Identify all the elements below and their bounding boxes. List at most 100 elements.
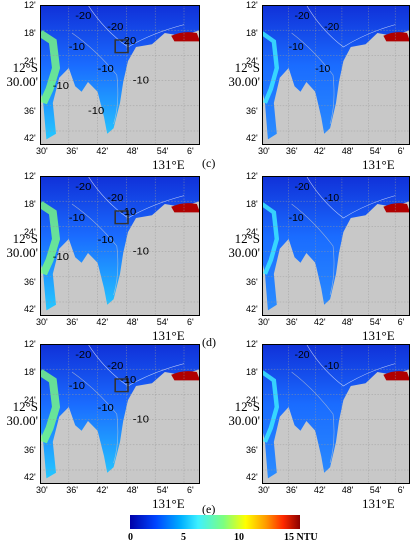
contour-label: -20 bbox=[295, 11, 310, 22]
lat-tick-label: 42' bbox=[24, 304, 36, 314]
contour-label: -10 bbox=[53, 252, 69, 263]
contour-label: -10 bbox=[133, 414, 149, 425]
map-canvas: -20 -20 -10 -10 -10 -10 -10 bbox=[40, 176, 200, 316]
colorbar-max-label: 15 NTU bbox=[284, 532, 318, 543]
map-frame bbox=[40, 344, 200, 484]
lon-label: 131°E bbox=[362, 328, 395, 343]
lat-axis-label: 12°S 30.00' bbox=[0, 400, 38, 428]
contour-label: -20 bbox=[107, 193, 123, 204]
coastal-turbidity bbox=[262, 202, 280, 275]
panel-label-d: (d) bbox=[202, 335, 216, 349]
lat-tick-label: 30.00' bbox=[228, 74, 260, 89]
lat-tick-label: 42' bbox=[246, 304, 258, 314]
contour-label: -10 bbox=[315, 64, 330, 75]
lat-tick-label: 42' bbox=[246, 472, 258, 482]
lat-tick-label: 36' bbox=[246, 445, 258, 456]
lon-tick-label: 54' bbox=[369, 485, 382, 495]
depth-contour bbox=[306, 176, 396, 219]
lat-label: 12°S bbox=[234, 399, 260, 414]
lon-tick-label: 36' bbox=[285, 146, 298, 156]
colorbar-tick-0: 0 bbox=[128, 532, 133, 543]
lat-tick-label: 18' bbox=[246, 28, 258, 38]
lon-tick-label: 42' bbox=[96, 317, 109, 327]
map-canvas: -20 -20 -10 -10 -10 -10 bbox=[40, 344, 200, 484]
lat-tick-label: 42' bbox=[24, 133, 36, 143]
river-plume bbox=[383, 371, 410, 381]
map-frame bbox=[262, 176, 410, 316]
lon-tick-label: 42' bbox=[96, 146, 109, 156]
lon-tick-label: 30' bbox=[36, 317, 48, 327]
contour-label: -10 bbox=[88, 106, 104, 117]
panel-label-c: (c) bbox=[202, 156, 216, 170]
study-box bbox=[114, 378, 129, 393]
lon-tick-label: 30' bbox=[36, 485, 48, 495]
lat-tick-label: 12' bbox=[24, 171, 36, 181]
colorbar-tick-5: 5 bbox=[181, 532, 186, 543]
lat-tick-label: 18' bbox=[24, 367, 36, 377]
map-frame bbox=[262, 5, 410, 145]
contour-label: -20 bbox=[75, 11, 91, 22]
depth-contour bbox=[306, 344, 396, 387]
lon-tick-label: 48' bbox=[341, 485, 354, 495]
contour-label: -10 bbox=[98, 235, 114, 246]
lon-tick-label: 36' bbox=[285, 485, 298, 495]
depth-contour bbox=[291, 371, 335, 464]
lon-tick-label: 30' bbox=[36, 146, 48, 156]
lat-axis-label: 12°S 30.00' bbox=[0, 61, 38, 89]
lon-tick-label: 48' bbox=[126, 485, 139, 495]
lon-tick-label: 36' bbox=[66, 317, 78, 327]
lon-tick-label: 6' bbox=[397, 317, 405, 327]
lon-tick-label: 54' bbox=[369, 317, 382, 327]
lat-tick-label: 12' bbox=[24, 0, 36, 10]
contour-label: -20 bbox=[295, 182, 310, 193]
lon-label: 131°E bbox=[152, 496, 185, 511]
contour-label: -10 bbox=[324, 361, 339, 372]
coastal-turbidity bbox=[40, 30, 61, 105]
lat-tick-label: 12' bbox=[246, 339, 258, 349]
contour-label: -20 bbox=[107, 22, 123, 33]
lat-tick-label: 12' bbox=[246, 171, 258, 181]
lon-tick-label: 36' bbox=[285, 317, 298, 327]
depth-contour bbox=[71, 371, 119, 464]
lon-tick-label: 36' bbox=[66, 146, 78, 156]
lat-tick-label: 18' bbox=[246, 367, 258, 377]
lat-axis-label: 12°S 30.00' bbox=[220, 61, 260, 89]
lat-tick-label: 36' bbox=[246, 277, 258, 288]
lat-tick-label: 30.00' bbox=[6, 245, 38, 260]
lat-label: 12°S bbox=[12, 231, 38, 246]
lat-tick-label: 30.00' bbox=[6, 413, 38, 428]
lon-tick-label: 42' bbox=[313, 485, 326, 495]
lat-tick-label: 24' bbox=[246, 227, 258, 237]
lon-tick-label: 42' bbox=[313, 317, 326, 327]
coastal-turbidity bbox=[262, 370, 280, 443]
lon-tick-label: 48' bbox=[126, 146, 139, 156]
lon-label: 131°E bbox=[362, 157, 395, 172]
study-box bbox=[114, 210, 129, 225]
lon-tick-label: 42' bbox=[96, 485, 109, 495]
contour-label: -10 bbox=[133, 246, 149, 257]
lon-label: 131°E bbox=[152, 328, 185, 343]
lon-tick-label: 30' bbox=[258, 485, 270, 495]
depth-contour bbox=[291, 32, 335, 125]
lon-tick-label: 6' bbox=[186, 485, 194, 495]
lon-tick-label: 54' bbox=[369, 146, 382, 156]
river-plume bbox=[383, 203, 410, 213]
lon-tick-label: 6' bbox=[186, 146, 194, 156]
map-canvas: -20 -10 -10 bbox=[262, 176, 410, 316]
contour-label: -10 bbox=[120, 207, 136, 218]
lat-tick-label: 24' bbox=[246, 56, 258, 66]
lat-tick-label: 30.00' bbox=[6, 74, 38, 89]
lon-tick-label: 36' bbox=[66, 485, 78, 495]
lat-tick-label: 18' bbox=[246, 199, 258, 209]
lon-tick-label: 6' bbox=[186, 317, 194, 327]
lat-axis-label: 12°S 30.00' bbox=[220, 400, 260, 428]
contour-label: -10 bbox=[69, 380, 85, 391]
river-plume bbox=[383, 32, 410, 42]
lon-label: 131°E bbox=[152, 157, 185, 172]
depth-contour bbox=[71, 32, 119, 125]
contour-label: -10 bbox=[98, 64, 114, 75]
coastal-turbidity bbox=[40, 369, 61, 444]
